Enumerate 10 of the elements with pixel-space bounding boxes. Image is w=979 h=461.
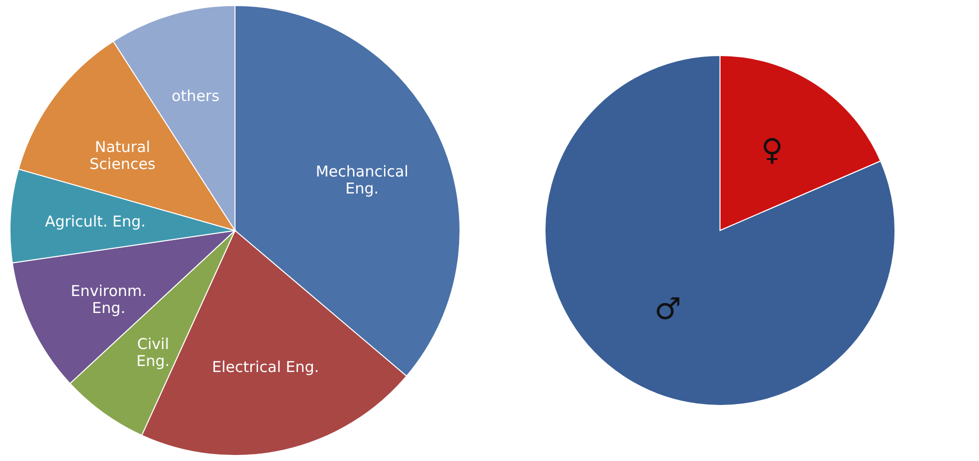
slice-label: Agricult. Eng.	[44, 212, 146, 230]
slice-label: ♀	[761, 133, 784, 168]
slice-label: ♂	[654, 292, 682, 327]
slice-label: Mechancical Eng.	[316, 162, 408, 198]
slice-label: Environm. Eng.	[70, 282, 147, 317]
slice-label: Natural Sciences	[90, 138, 156, 174]
slice-label: others	[172, 87, 220, 106]
pie-slice	[544, 55, 896, 406]
slice-label: Electrical Eng.	[212, 358, 320, 376]
slice-label: Civil Eng.	[136, 335, 170, 370]
